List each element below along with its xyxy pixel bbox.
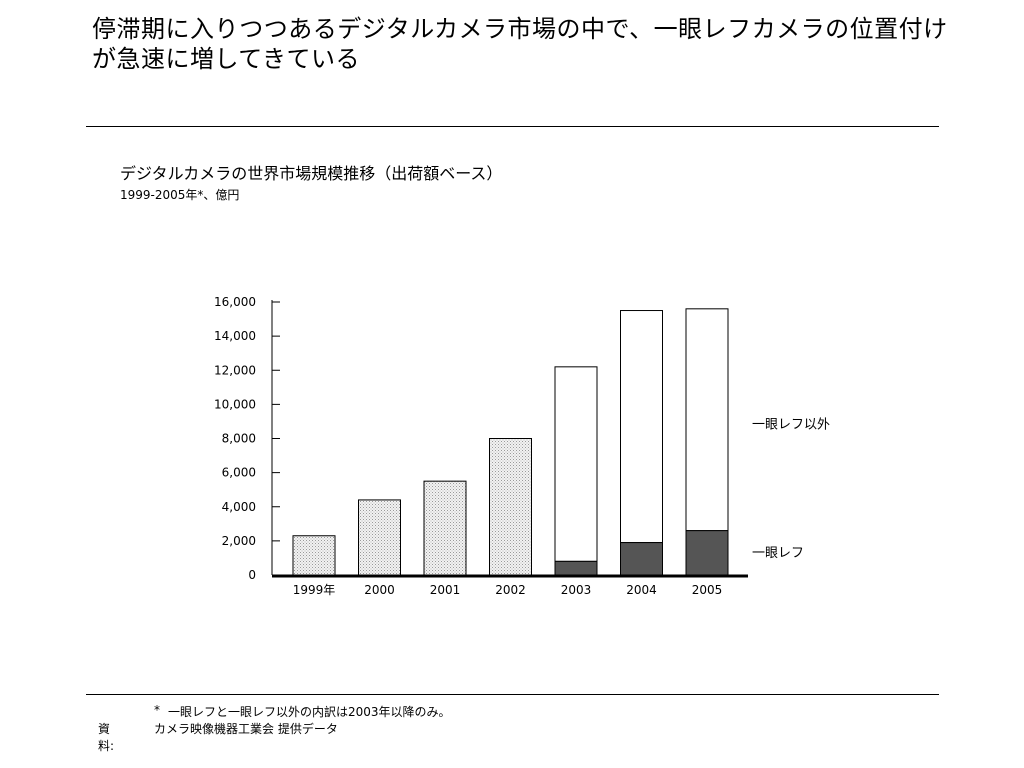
y-tick-label: 10,000: [214, 397, 256, 411]
header-divider: [86, 126, 939, 127]
y-tick-label: 6,000: [222, 466, 256, 480]
x-tick-label: 2005: [692, 583, 723, 597]
x-tick-label: 2000: [364, 583, 395, 597]
y-tick-label: 8,000: [222, 432, 256, 446]
page-headline: 停滞期に入りつつあるデジタルカメラ市場の中で、一眼レフカメラの位置付けが急速に増…: [92, 15, 948, 73]
bar-total: [489, 438, 532, 576]
y-tick-label: 2,000: [222, 534, 256, 548]
x-tick-label: 2003: [561, 583, 592, 597]
y-tick-label: 4,000: [222, 500, 256, 514]
x-tick-label: 2002: [495, 583, 526, 597]
source-label: 資料:: [98, 722, 115, 753]
chart-title: デジタルカメラの世界市場規模推移（出荷額ベース）: [120, 164, 503, 183]
bar-total: [358, 499, 401, 576]
footnote-mark: *: [154, 703, 160, 717]
y-tick-label: 12,000: [214, 363, 256, 377]
bar-total: [292, 535, 336, 576]
x-tick-label: 2004: [626, 583, 657, 597]
y-tick-label: 14,000: [214, 329, 256, 343]
x-tick-label: 2001: [430, 583, 461, 597]
source-text: カメラ映像機器工業会 提供データ: [154, 722, 338, 736]
bar-segment-slr: [685, 530, 729, 576]
bar-segment-other: [620, 310, 663, 544]
bar-segment-other: [554, 366, 598, 562]
bar-segment-slr: [620, 542, 663, 576]
bar-total: [423, 480, 467, 576]
y-tick-label: 16,000: [214, 295, 256, 309]
series-label-other: 一眼レフ以外: [752, 418, 830, 433]
footnote-text: 一眼レフと一眼レフ以外の内訳は2003年以降のみ。: [168, 705, 451, 719]
chart-subtitle: 1999-2005年*、億円: [120, 188, 240, 202]
series-label-slr: 一眼レフ: [752, 546, 804, 561]
footer-divider: [86, 694, 939, 695]
y-tick-label: 0: [248, 568, 256, 582]
bar-segment-slr: [554, 560, 598, 576]
x-tick-label: 1999年: [293, 583, 336, 597]
bar-segment-other: [685, 308, 729, 532]
